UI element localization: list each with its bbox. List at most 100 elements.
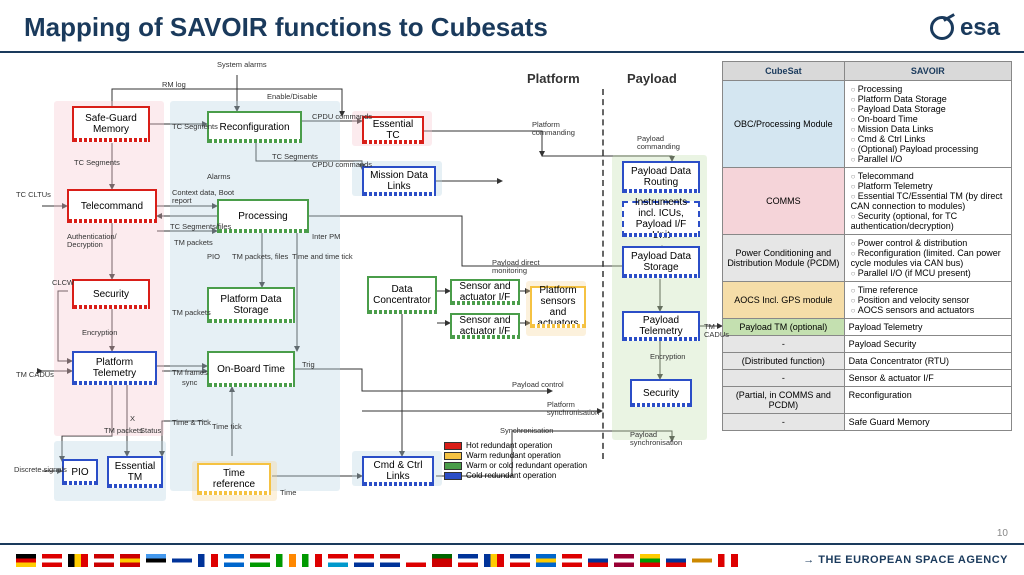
flag-be (68, 554, 88, 567)
flag-ie (276, 554, 296, 567)
node-sa-if1: Sensor and actuator I/F (450, 279, 520, 305)
edge-label: RM log (162, 81, 186, 89)
table-row: COMMSTelecommandPlatform TelemetryEssent… (723, 168, 1012, 235)
legend: Hot redundant operationWarm redundant op… (444, 441, 587, 481)
table-cell-module: Payload TM (optional) (723, 319, 845, 336)
edge-label: Discrete signals (14, 466, 67, 474)
node-pio: PIO (62, 459, 98, 485)
table-row: -Sensor & actuator I/F (723, 370, 1012, 387)
table-cell-module: - (723, 336, 845, 353)
flag-at (42, 554, 62, 567)
edge-label: TC Segments/files (170, 223, 231, 231)
flag-pl (406, 554, 426, 567)
page-number: 10 (997, 528, 1008, 539)
table-cell-items: TelecommandPlatform TelemetryEssential T… (844, 168, 1011, 235)
flag-nl (354, 554, 374, 567)
edge-label: Payload synchronisation (630, 431, 700, 446)
flag-sk (666, 554, 686, 567)
table-cell-module: - (723, 414, 845, 431)
table-row: (Partial, in COMMS and PCDM)Reconfigurat… (723, 387, 1012, 414)
flag-de (16, 554, 36, 567)
esa-logo-text: esa (960, 14, 1000, 42)
flag-ro (484, 554, 504, 567)
legend-row: Warm or cold redundant operation (444, 461, 587, 470)
legend-row: Cold redundant operation (444, 471, 587, 480)
table-header-savoir: SAVOIR (844, 62, 1011, 81)
table-row: Payload TM (optional)Payload Telemetry (723, 319, 1012, 336)
table-cell-module: (Distributed function) (723, 353, 845, 370)
table-cell-items: Data Concentrator (RTU) (844, 353, 1011, 370)
table-cell-module: AOCS Incl. GPS module (723, 282, 845, 319)
flag-fr (198, 554, 218, 567)
edge-label: Platform synchronisation (547, 401, 617, 416)
legend-row: Hot redundant operation (444, 441, 587, 450)
edge-label: X (130, 415, 135, 423)
flag-lv (614, 554, 634, 567)
edge-label: TC Segments (272, 153, 318, 161)
edge-label: Context data, Boot report (172, 189, 242, 204)
table-row: (Distributed function)Data Concentrator … (723, 353, 1012, 370)
esa-logo: esa (930, 14, 1000, 42)
node-essential-tm: Essential TM (107, 456, 163, 488)
node-security: Security (72, 279, 150, 309)
table-cell-items: Safe Guard Memory (844, 414, 1011, 431)
edge-label: TM CADUs (704, 323, 729, 338)
node-plat-storage: Platform Data Storage (207, 287, 295, 323)
edge-label: Inter PM (312, 233, 340, 241)
flag-cy (692, 554, 712, 567)
edge-label: Payload commanding (637, 135, 707, 150)
footer-flags (16, 554, 738, 567)
edge-label: Encryption (82, 329, 117, 337)
flag-lt (640, 554, 660, 567)
edge-label: Payload control (512, 381, 564, 389)
edge-label: PIO (207, 253, 220, 261)
region (54, 101, 164, 436)
edge-label: TM packets (172, 309, 211, 317)
edge-label: TM packets (174, 239, 213, 247)
edge-label: TM packets (104, 427, 143, 435)
edge-label: Time and time tick (292, 253, 353, 261)
edge-label: Time (280, 489, 296, 497)
page-title: Mapping of SAVOIR functions to Cubesats (24, 12, 548, 43)
node-pl-icu: Instruments incl. ICUs, Payload I/F Unit (622, 201, 700, 237)
flag-si (588, 554, 608, 567)
table-row: Power Conditioning and Distribution Modu… (723, 235, 1012, 282)
table-cell-items: Time referencePosition and velocity sens… (844, 282, 1011, 319)
edge-label: Encryption (650, 353, 685, 361)
table-row: OBC/Processing ModuleProcessingPlatform … (723, 81, 1012, 168)
edge-label: TM CADUs (16, 371, 54, 379)
mapping-table: CubeSat SAVOIR OBC/Processing ModuleProc… (722, 61, 1012, 431)
node-mission-dl: Mission Data Links (362, 166, 436, 196)
edge-label: TC Segments (172, 123, 218, 131)
flag-ee (146, 554, 166, 567)
edge-label: CPDU commands (312, 113, 372, 121)
header: Mapping of SAVOIR functions to Cubesats … (0, 0, 1024, 53)
node-plat-telemetry: Platform Telemetry (72, 351, 157, 385)
node-data-conc: Data Concentrator (367, 276, 437, 314)
content: Platform Payload (0, 53, 1024, 513)
table-cell-items: Power control & distributionReconfigurat… (844, 235, 1011, 282)
node-plat-sa: Platform sensors and actuators (530, 286, 586, 328)
edge-label: Platform commanding (532, 121, 602, 136)
edge-label: Time tick (212, 423, 242, 431)
edge-label: CLCW (52, 279, 74, 287)
flag-pt (432, 554, 452, 567)
node-pl-routing: Payload Data Routing (622, 161, 700, 193)
table-cell-items: Payload Security (844, 336, 1011, 353)
node-pl-storage: Payload Data Storage (622, 246, 700, 278)
node-time-ref: Time reference (197, 463, 271, 495)
flag-no (380, 554, 400, 567)
mapping-table-area: CubeSat SAVOIR OBC/Processing ModuleProc… (722, 61, 1012, 513)
table-cell-module: OBC/Processing Module (723, 81, 845, 168)
table-cell-module: Power Conditioning and Distribution Modu… (723, 235, 845, 282)
flag-fi (172, 554, 192, 567)
legend-row: Warm redundant operation (444, 451, 587, 460)
edge-label: sync (182, 379, 197, 387)
node-sa-if2: Sensor and actuator I/F (450, 313, 520, 339)
node-pl-security: Security (630, 379, 692, 407)
edge-label: Status (140, 427, 161, 435)
edge-label: CPDU commands (312, 161, 372, 169)
edge-label: Trig (302, 361, 315, 369)
node-telecommand: Telecommand (67, 189, 157, 223)
edge-label: Enable/Disable (267, 93, 317, 101)
